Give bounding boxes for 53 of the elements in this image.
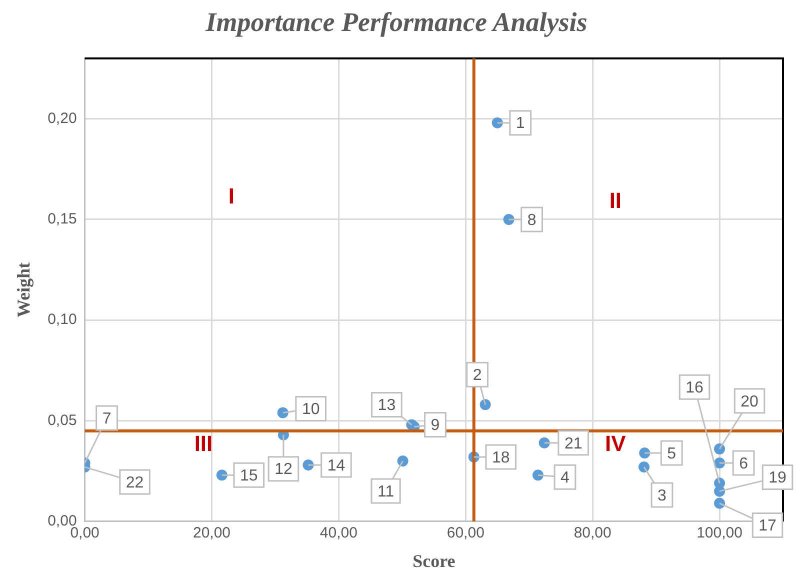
point — [538, 437, 550, 448]
point — [216, 470, 228, 481]
text: 7 — [102, 410, 112, 428]
series-label: 9 — [430, 417, 440, 434]
annotation: IV — [605, 431, 626, 456]
point — [714, 478, 726, 489]
x-tick-label: 40,00 — [320, 524, 358, 542]
y-tick-label: 0,10 — [48, 311, 77, 328]
y-tick-label: 0,05 — [48, 412, 77, 429]
annotation: II — [609, 188, 622, 213]
annotation: III — [194, 431, 213, 456]
series-label: 12 — [274, 461, 292, 478]
series-label: 14 — [327, 457, 346, 474]
series-label: 15 — [240, 468, 258, 485]
series-label: 21 — [564, 435, 582, 452]
text: 16 — [686, 380, 704, 397]
y-tick-label: 0,15 — [48, 210, 77, 228]
annotation: I — [228, 183, 234, 208]
y-tick-label: 0,20 — [48, 110, 77, 127]
series-label: 1 — [516, 115, 525, 132]
point — [503, 214, 514, 225]
series-label: 10 — [302, 401, 320, 418]
point — [639, 447, 650, 458]
series-label: 2 — [472, 367, 482, 384]
point — [638, 462, 650, 473]
chart-title: Importance Performance Analysis — [204, 7, 588, 38]
point — [532, 470, 544, 481]
x-tick-label: 100,00 — [696, 524, 742, 542]
point — [714, 443, 726, 454]
text: 19 — [768, 470, 787, 487]
series-label: 13 — [378, 397, 396, 414]
x-tick-label: 20,00 — [192, 524, 231, 542]
y-axis-title: Weight — [13, 262, 34, 318]
series-label: 18 — [492, 449, 510, 466]
series-label: 6 — [739, 455, 748, 472]
series-label: 8 — [527, 212, 536, 229]
x-tick-label: 80,00 — [574, 524, 612, 542]
point — [492, 117, 503, 128]
point — [397, 456, 408, 467]
series-label: 3 — [658, 487, 667, 504]
x-tick-label: 60,00 — [446, 524, 484, 542]
point — [714, 498, 726, 509]
series-label: 5 — [667, 445, 676, 462]
series-label: 11 — [377, 483, 394, 500]
series-label: 4 — [560, 470, 570, 487]
text: 20 — [740, 393, 759, 410]
x-axis-title: Score — [412, 550, 456, 571]
text: 17 — [758, 518, 777, 535]
x-tick-label: 0,00 — [70, 524, 100, 542]
point — [302, 460, 314, 471]
point — [277, 407, 288, 418]
point — [480, 399, 491, 410]
text: 22 — [126, 474, 144, 492]
